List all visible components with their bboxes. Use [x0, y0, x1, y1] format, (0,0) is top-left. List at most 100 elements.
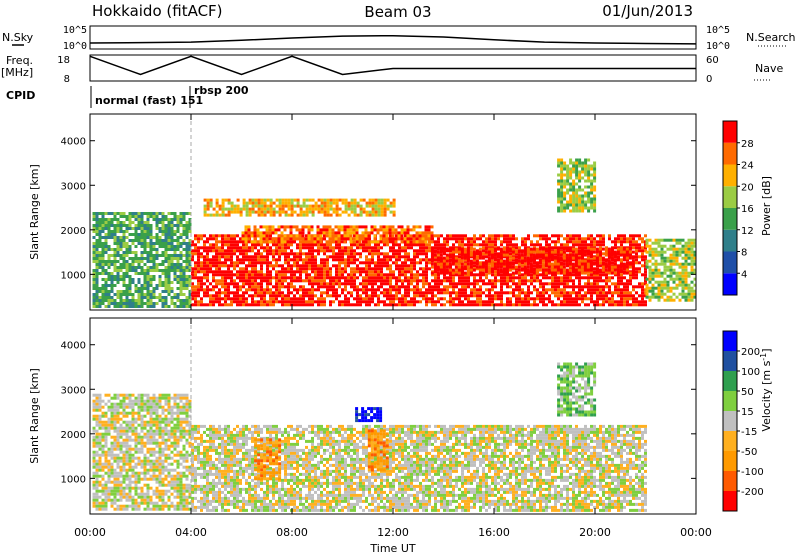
power-cell [287, 258, 290, 262]
power-cell [406, 237, 410, 241]
power-cell [553, 256, 557, 260]
power-cell [110, 296, 114, 299]
power-cell [335, 273, 338, 277]
power-cell [296, 252, 299, 256]
power-cell [418, 231, 422, 235]
power-cell [224, 249, 227, 253]
power-cell [173, 230, 177, 233]
power-cell [164, 272, 168, 275]
power-cell [349, 237, 353, 241]
power-cell [625, 253, 629, 257]
power-cell [170, 227, 174, 230]
power-cell [209, 294, 212, 298]
power-cell [212, 288, 215, 292]
power-cell [614, 240, 617, 244]
power-cell [629, 237, 632, 241]
power-cell [569, 176, 573, 180]
power-cell [410, 303, 413, 307]
power-cell [317, 285, 320, 289]
power-cell [104, 227, 108, 230]
power-cell [131, 263, 135, 266]
power-cell [638, 285, 641, 289]
power-cell [218, 207, 222, 211]
power-cell [473, 264, 476, 268]
power-cell [574, 259, 578, 263]
power-cell [626, 282, 629, 286]
power-cell [251, 264, 254, 268]
power-cell [484, 247, 488, 251]
power-cell [587, 179, 591, 183]
power-cell [283, 240, 287, 244]
power-cell [179, 290, 183, 293]
power-cell [539, 234, 542, 238]
power-cell [590, 276, 593, 280]
power-cell [254, 267, 257, 271]
power-cell [578, 203, 582, 207]
power-cell [170, 254, 174, 257]
power-cell [269, 198, 273, 202]
power-cell [215, 258, 218, 262]
power-cell [110, 236, 114, 239]
power-cell [521, 240, 524, 244]
power-cell [635, 273, 638, 277]
power-cell [341, 210, 345, 214]
power-cell [596, 276, 599, 280]
power-cell [466, 268, 470, 272]
power-cell [532, 247, 536, 251]
power-cell [508, 268, 512, 272]
power-cell [212, 237, 215, 241]
power-cell [413, 294, 416, 298]
power-cell [380, 291, 383, 295]
power-cell [329, 282, 332, 286]
power-cell [122, 272, 126, 275]
power-cell [365, 213, 369, 217]
power-cell [377, 276, 380, 280]
power-cell [332, 255, 335, 259]
power-cell [548, 300, 551, 304]
power-cell [299, 267, 302, 271]
power-cell [457, 250, 461, 254]
power-cell [293, 285, 296, 289]
power-cell [353, 255, 356, 259]
power-cell [350, 279, 353, 283]
power-cell [254, 270, 257, 274]
power-cell [203, 198, 207, 202]
power-cell [164, 230, 168, 233]
power-cell [541, 247, 545, 251]
power-cell [386, 297, 389, 301]
power-cell [185, 302, 189, 305]
power-cell [182, 212, 186, 215]
power-cell [451, 256, 455, 260]
power-cell [515, 243, 518, 247]
power-cell [476, 237, 479, 241]
power-cell [320, 285, 323, 289]
power-cell [101, 287, 105, 290]
power-cell [572, 303, 575, 307]
power-cell [247, 237, 251, 241]
power-cell [302, 291, 305, 295]
power-cell [341, 303, 344, 307]
power-cell [367, 231, 371, 235]
power-cell [215, 243, 218, 247]
power-cell [505, 271, 509, 275]
power-cell [535, 256, 539, 260]
power-cell [95, 269, 99, 272]
power-cell [152, 269, 156, 272]
power-cell [125, 263, 129, 266]
power-cell [352, 225, 356, 229]
power-cell [602, 243, 605, 247]
power-cell [614, 285, 617, 289]
power-cell [179, 275, 183, 278]
power-cell [383, 243, 386, 247]
power-cell [377, 270, 380, 274]
power-cell [284, 201, 288, 205]
power-cell [140, 245, 144, 248]
power-cell [116, 293, 120, 296]
power-cell [242, 285, 245, 289]
power-cell [364, 234, 368, 238]
power-cell [230, 240, 233, 244]
power-cell [215, 300, 218, 304]
power-cell [467, 273, 470, 277]
power-cell [443, 252, 446, 256]
power-cell [116, 221, 120, 224]
